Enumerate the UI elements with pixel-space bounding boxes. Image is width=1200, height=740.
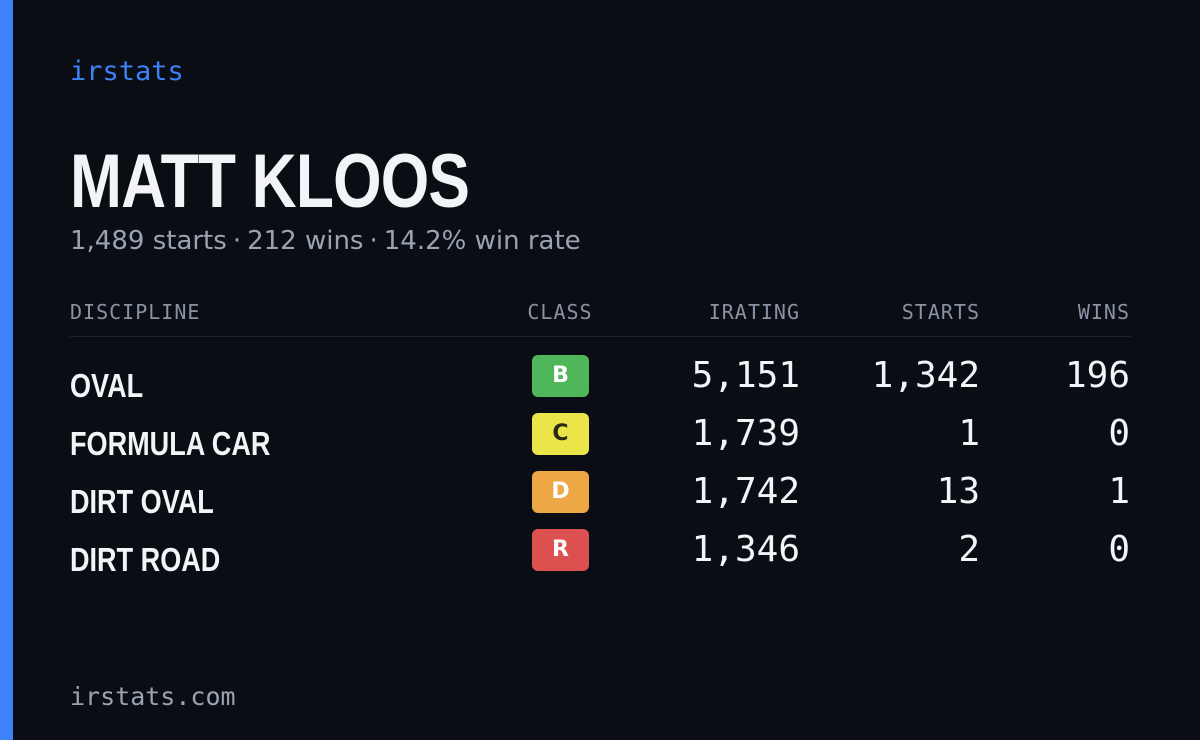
starts-value: 1,342 [871, 355, 980, 396]
starts-value: 1 [958, 413, 980, 454]
table-row: DIRT OVAL D 1,742 13 1 [70, 469, 1131, 527]
wins-summary: 212 wins [247, 226, 364, 256]
discipline-label: OVAL [70, 367, 144, 404]
accent-bar [0, 0, 13, 740]
table-row: OVAL B 5,151 1,342 196 [70, 353, 1131, 411]
table-header: DISCIPLINE CLASS IRATING STARTS WINS [70, 296, 1131, 337]
table-row: FORMULA CAR C 1,739 1 0 [70, 411, 1131, 469]
brand-logo-text: irstats [70, 56, 184, 87]
starts-summary: 1,489 starts [70, 226, 227, 256]
irating-value: 1,346 [691, 529, 800, 570]
class-badge: C [532, 413, 589, 455]
discipline-label: DIRT ROAD [70, 541, 221, 578]
irating-value: 5,151 [691, 355, 800, 396]
discipline-table: DISCIPLINE CLASS IRATING STARTS WINS OVA… [70, 296, 1131, 585]
separator: · [232, 226, 242, 256]
starts-value: 13 [936, 471, 980, 512]
header-irating: IRATING [708, 300, 800, 324]
wins-value: 196 [1064, 355, 1130, 396]
starts-value: 2 [958, 529, 980, 570]
driver-name: MATT KLOOS [70, 139, 470, 224]
discipline-label: DIRT OVAL [70, 483, 214, 520]
header-wins: WINS [1077, 300, 1130, 324]
winrate-summary: 14.2% win rate [383, 226, 581, 256]
wins-value: 0 [1108, 413, 1130, 454]
driver-summary: 1,489 starts · 212 wins · 14.2% win rate [70, 226, 581, 256]
discipline-label: FORMULA CAR [70, 425, 271, 462]
table-row: DIRT ROAD R 1,346 2 0 [70, 527, 1131, 585]
footer-url: irstats.com [70, 682, 236, 711]
header-starts: STARTS [901, 300, 980, 324]
irating-value: 1,739 [691, 413, 800, 454]
class-badge: B [532, 355, 589, 397]
table-body: OVAL B 5,151 1,342 196 FORMULA CAR C 1,7… [70, 353, 1131, 585]
wins-value: 1 [1108, 471, 1130, 512]
irating-value: 1,742 [691, 471, 800, 512]
wins-value: 0 [1108, 529, 1130, 570]
header-class: CLASS [527, 300, 593, 324]
header-discipline: DISCIPLINE [70, 300, 201, 324]
class-badge: D [532, 471, 589, 513]
separator: · [369, 226, 378, 256]
class-badge: R [532, 529, 589, 571]
